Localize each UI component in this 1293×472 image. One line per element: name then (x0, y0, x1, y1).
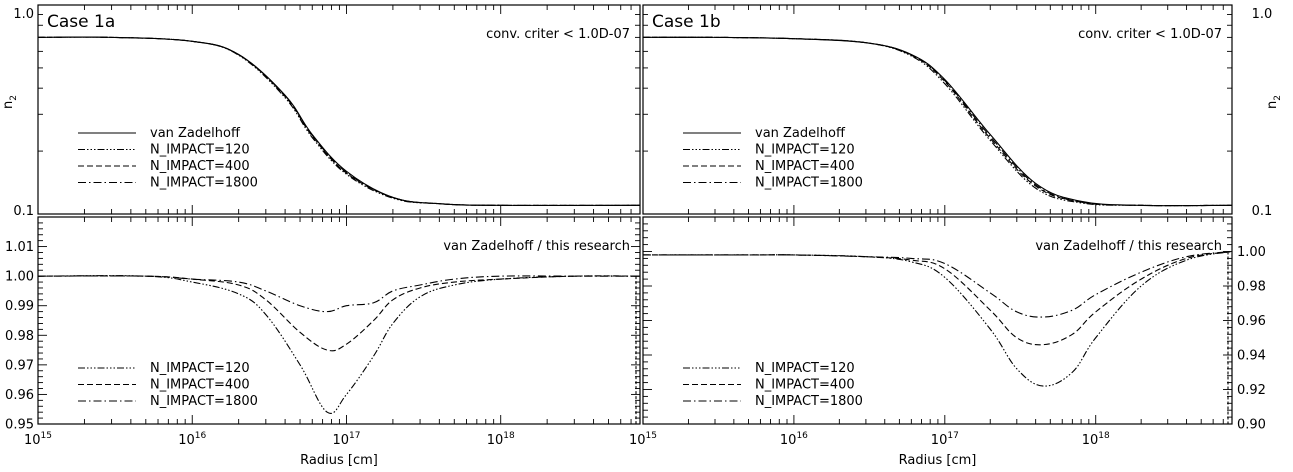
x-tick-label: 1018 (1082, 431, 1110, 448)
y-axis-label: n2 (1265, 95, 1283, 109)
series-line-n-impact-400 (37, 275, 641, 352)
legend-label: van Zadelhoff (150, 126, 241, 141)
series-line-van-zadelhoff (642, 36, 1233, 207)
x-tick-label: 1015 (629, 431, 657, 448)
legend-label: N_IMPACT=400 (150, 378, 250, 393)
y-tick-label: 0.99 (5, 299, 34, 314)
y-tick-label: 0.92 (1237, 383, 1266, 398)
x-tick-label-exp: 18 (1098, 431, 1110, 441)
y-axis-label-sub: 2 (9, 95, 19, 101)
y-tick-label: 0.98 (5, 329, 34, 344)
x-axis-label: Radius [cm] (899, 453, 977, 468)
y-axis-label-sub: 2 (1273, 95, 1283, 101)
series-line-n-impact-1800 (643, 250, 1233, 318)
x-tick-label-exp: 16 (195, 431, 207, 441)
x-tick-label-exp: 17 (947, 431, 958, 441)
legend-label: N_IMPACT=400 (755, 378, 855, 393)
y-axis-label: n2 (1, 95, 19, 109)
y-tick-label: 1.01 (5, 240, 34, 255)
y-tick-label: 0.90 (1237, 418, 1266, 433)
legend-label: N_IMPACT=1800 (755, 176, 863, 191)
x-tick-label-base: 10 (1082, 433, 1099, 448)
y-tick-label: 0.1 (1252, 204, 1273, 219)
legend-label: N_IMPACT=1800 (150, 394, 258, 409)
legend-label: N_IMPACT=1800 (150, 176, 258, 191)
legend-label: N_IMPACT=400 (755, 159, 855, 174)
x-tick-label-exp: 16 (796, 431, 808, 441)
y-tick-label: 1.00 (1237, 245, 1266, 260)
x-tick-label: 1017 (332, 431, 360, 448)
x-tick-label-base: 10 (24, 433, 41, 448)
y-tick-label: 0.96 (1237, 314, 1266, 329)
x-tick-label: 1016 (780, 431, 808, 448)
legend-label: N_IMPACT=120 (150, 143, 250, 158)
panel-annotation: conv. criter < 1.0D-07 (1078, 27, 1222, 42)
series-line-n-impact-1800 (642, 36, 1233, 207)
series-line-van-zadelhoff (37, 36, 641, 207)
legend-label: N_IMPACT=400 (150, 159, 250, 174)
x-axis-label: Radius [cm] (300, 453, 378, 468)
legend-label: N_IMPACT=120 (755, 143, 855, 158)
series-line-n-impact-400 (37, 36, 641, 207)
y-tick-label: 0.94 (1237, 349, 1266, 364)
x-tick-label-base: 10 (931, 433, 948, 448)
panel-title: Case 1a (47, 12, 115, 32)
panel-title: Case 1b (652, 12, 721, 32)
x-tick-label-base: 10 (178, 433, 195, 448)
x-tick-label-base: 10 (629, 433, 646, 448)
x-tick-label-base: 10 (332, 433, 349, 448)
y-tick-label: 1.0 (1252, 7, 1273, 22)
x-tick-label: 1016 (178, 431, 206, 448)
legend-label: N_IMPACT=1800 (755, 394, 863, 409)
y-tick-label: 0.98 (1237, 280, 1266, 295)
x-tick-label-base: 10 (487, 433, 504, 448)
series-line-n-impact-120 (37, 36, 641, 207)
x-tick-label-exp: 17 (349, 431, 360, 441)
y-tick-label: 1.0 (13, 7, 34, 22)
x-tick-label: 1017 (931, 431, 959, 448)
legend-label: van Zadelhoff (755, 126, 846, 141)
series-line-n-impact-400 (643, 250, 1233, 346)
x-tick-label-base: 10 (780, 433, 797, 448)
y-axis-label-base: n (1265, 101, 1280, 109)
y-tick-label: 1.00 (5, 270, 34, 285)
series-line-n-impact-1800 (37, 36, 641, 207)
panel-annotation: van Zadelhoff / this research (1035, 239, 1222, 254)
series-line-n-impact-120 (37, 275, 641, 414)
y-tick-label: 0.97 (5, 358, 34, 373)
series-line-n-impact-400 (642, 36, 1233, 207)
y-tick-label: 0.95 (5, 418, 34, 433)
y-tick-label: 0.1 (13, 204, 34, 219)
panel-annotation: conv. criter < 1.0D-07 (486, 27, 630, 42)
panel-annotation: van Zadelhoff / this research (443, 239, 630, 254)
x-tick-label-exp: 18 (503, 431, 515, 441)
y-tick-label: 0.96 (5, 388, 34, 403)
x-tick-label: 1018 (487, 431, 515, 448)
series-line-n-impact-120 (643, 250, 1233, 387)
x-tick-label-exp: 15 (41, 431, 52, 441)
y-axis-label-base: n (1, 101, 16, 109)
x-tick-label-exp: 15 (646, 431, 657, 441)
series-line-n-impact-120 (642, 36, 1233, 207)
series-line-n-impact-1800 (37, 275, 640, 313)
x-tick-label: 1015 (24, 431, 52, 448)
legend-label: N_IMPACT=120 (150, 361, 250, 376)
legend-label: N_IMPACT=120 (755, 361, 855, 376)
